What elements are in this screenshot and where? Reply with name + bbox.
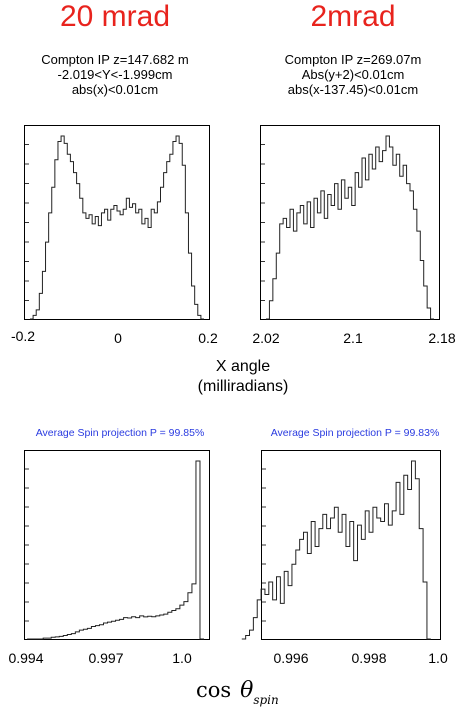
tick-label-bottom-left-3: 1.0 bbox=[172, 650, 192, 666]
plot-frame bbox=[24, 450, 210, 640]
histogram-bottom-left bbox=[24, 450, 210, 640]
spin-projection-right: Average Spin projection P = 99.83% bbox=[270, 427, 440, 439]
tick-label-bottom-right-1: 0.996 bbox=[273, 650, 309, 666]
cut-left-line-1: Compton IP z=147.682 m bbox=[41, 52, 189, 67]
cut-left-line-2: -2.019<Y<-1.999cm bbox=[57, 67, 173, 82]
histogram-line bbox=[241, 460, 431, 640]
spin-subscript: spin bbox=[253, 693, 279, 707]
histogram-top-left bbox=[24, 125, 210, 320]
spin-projection-left: Average Spin projection P = 99.85% bbox=[35, 427, 205, 439]
theta-symbol: θ bbox=[240, 678, 254, 703]
cos-theta-spin-label: cos θspin bbox=[196, 678, 279, 707]
tick-label-bottom-left-1: 0.994 bbox=[8, 650, 44, 666]
cut-right-line-3: abs(x-137.45)<0.01cm bbox=[287, 82, 419, 97]
tick-label-top-left-1: -0.2 bbox=[10, 328, 36, 344]
histogram-line bbox=[30, 135, 204, 320]
cuts-left: Compton IP z=147.682 m -2.019<Y<-1.999cm… bbox=[10, 52, 220, 97]
x-angle-label-line-1: X angle bbox=[215, 358, 271, 375]
cos-text: cos bbox=[196, 678, 232, 702]
histogram-line bbox=[266, 135, 434, 320]
tick-label-top-right-2: 2.1 bbox=[343, 330, 363, 346]
plot-frame bbox=[261, 450, 441, 640]
tick-label-top-left-3: 0.2 bbox=[198, 330, 218, 346]
tick-label-bottom-left-2: 0.997 bbox=[88, 650, 124, 666]
histogram-top-right bbox=[260, 125, 440, 320]
tick-label-bottom-right-2: 0.998 bbox=[351, 650, 387, 666]
header-2-mrad: 2mrad bbox=[310, 0, 396, 33]
header-20-mrad: 20 mrad bbox=[59, 0, 171, 33]
tick-label-bottom-right-3: 1.0 bbox=[428, 650, 448, 666]
histogram-line bbox=[27, 460, 204, 640]
cut-right-line-2: Abs(y+2)<0.01cm bbox=[301, 67, 405, 82]
tick-label-top-right-3: 2.18 bbox=[428, 330, 456, 346]
tick-label-top-right-1: 2.02 bbox=[252, 330, 280, 346]
tick-label-top-left-2: 0 bbox=[114, 330, 122, 346]
histogram-bottom-right bbox=[241, 450, 441, 640]
x-angle-label-line-2: (milliradians) bbox=[197, 378, 289, 395]
cut-right-line-1: Compton IP z=269.07m bbox=[284, 52, 422, 67]
cut-left-line-3: abs(x)<0.01cm bbox=[71, 82, 159, 97]
plot-frame bbox=[260, 125, 440, 320]
cuts-right: Compton IP z=269.07m Abs(y+2)<0.01cm abs… bbox=[248, 52, 458, 97]
x-angle-label: X angle (milliradians) bbox=[143, 357, 343, 397]
